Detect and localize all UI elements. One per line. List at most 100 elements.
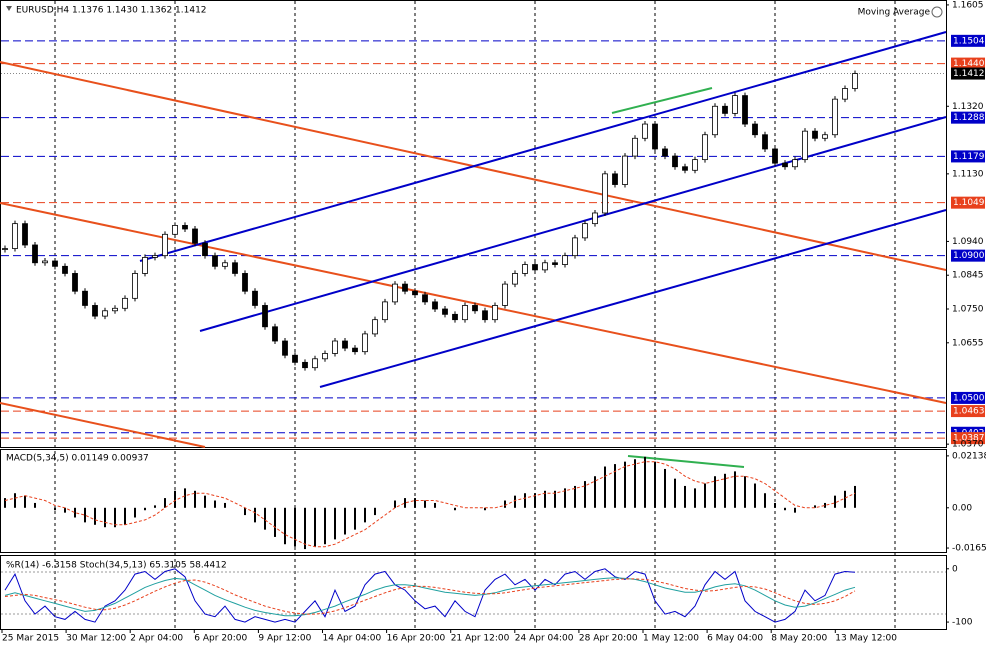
macd-panel <box>0 449 947 553</box>
macd-title: MACD(5,34,5) 0.01149 0.00937 <box>6 454 149 464</box>
candle <box>292 354 298 363</box>
x-tick-label: 6 May 04:00 <box>707 634 763 644</box>
candle <box>182 225 188 230</box>
divergence-line <box>611 87 713 114</box>
price-badge-label: 1.1288 <box>953 113 985 123</box>
y-tick-label: 0 <box>952 564 958 574</box>
candle <box>572 237 578 257</box>
price-badge <box>951 150 985 163</box>
x-tick-label: 16 Apr 20:00 <box>387 634 446 644</box>
candle <box>772 148 778 164</box>
candle <box>632 137 638 157</box>
candle <box>92 305 98 317</box>
candle <box>662 148 668 157</box>
candle <box>612 173 618 185</box>
price-badge-label: 1.1049 <box>953 198 985 208</box>
candle <box>452 313 458 321</box>
trend-lines <box>0 31 947 615</box>
candle <box>2 248 8 250</box>
candle <box>342 340 348 349</box>
y-tick-label: 1.0940 <box>952 237 984 247</box>
y-tick-label: 1.0655 <box>952 338 984 348</box>
candle <box>692 159 698 171</box>
price-title: EURUSD,H4 1.1376 1.1430 1.1362 1.1412 <box>16 6 207 16</box>
x-tick-label: 2 Apr 04:00 <box>130 634 183 644</box>
candle <box>852 73 858 89</box>
candle <box>232 262 238 274</box>
price-badge <box>951 34 985 47</box>
candle <box>162 233 168 257</box>
candle <box>132 273 138 299</box>
y-tick-label: 1.0750 <box>952 305 984 315</box>
x-tick-label: 30 Mar 12:00 <box>66 634 126 644</box>
candle <box>142 257 148 274</box>
candle <box>422 294 428 303</box>
price-badge <box>951 111 985 124</box>
x-tick-label: 25 Mar 2015 <box>2 634 59 644</box>
candle <box>242 273 248 292</box>
candle <box>552 262 558 265</box>
price-badge <box>951 405 985 418</box>
candle <box>672 155 678 168</box>
price-badge-label: 1.1440 <box>953 59 985 69</box>
x-tick-label: 8 May 20:00 <box>771 634 827 644</box>
y-tick-label: 1.1605 <box>952 0 984 10</box>
candle <box>82 290 88 306</box>
candle <box>642 123 648 139</box>
candle <box>472 305 478 312</box>
candle <box>722 105 728 114</box>
y-tick-label: -100 <box>952 618 973 628</box>
candle <box>202 242 208 257</box>
candle <box>352 347 358 353</box>
candle <box>402 283 408 292</box>
candle <box>712 105 718 136</box>
candle <box>32 244 38 264</box>
price-badge-label: 1.1179 <box>953 152 985 162</box>
candle <box>842 88 848 100</box>
x-tick-label: 1 May 12:00 <box>643 634 699 644</box>
candle <box>682 166 688 171</box>
candle <box>602 173 608 214</box>
y-tick-label: 1.1320 <box>952 102 984 112</box>
channel-line <box>139 31 947 262</box>
candle <box>732 95 738 114</box>
candle <box>492 305 498 321</box>
series-line <box>4 577 856 617</box>
candle <box>222 262 228 267</box>
candle <box>192 228 198 244</box>
candle <box>702 134 708 161</box>
trend-line <box>0 202 947 404</box>
candle <box>832 98 838 136</box>
divergence-line <box>627 455 745 468</box>
oscillator-title: %R(14) -6.3158 Stoch(34,5,13) 65.3105 58… <box>6 561 227 571</box>
candle <box>582 223 588 239</box>
channel-line <box>319 209 947 388</box>
candle <box>332 340 338 354</box>
price-badge-label: 1.0463 <box>953 407 985 417</box>
x-tick-label: 14 Apr 04:00 <box>323 634 382 644</box>
candle <box>152 255 158 258</box>
series-line <box>4 568 856 623</box>
menu-icon[interactable] <box>6 6 12 11</box>
candle <box>762 134 768 150</box>
candle <box>592 212 598 225</box>
price-badge <box>951 391 985 404</box>
price-badge <box>951 196 985 209</box>
indicator-icon[interactable] <box>931 6 943 18</box>
candle <box>432 301 438 310</box>
candle <box>282 340 288 356</box>
price-badge-label: 1.0387 <box>953 434 985 444</box>
x-tick-label: 13 May 12:00 <box>835 634 897 644</box>
y-tick-label: 0.02138 <box>952 451 986 461</box>
candle <box>112 307 118 312</box>
series-line <box>4 461 856 548</box>
price-badge <box>951 432 985 445</box>
candle <box>272 326 278 342</box>
candle <box>562 255 568 265</box>
candle <box>512 273 518 285</box>
candle <box>102 310 108 317</box>
channel-line <box>199 116 947 332</box>
candle <box>262 305 268 328</box>
